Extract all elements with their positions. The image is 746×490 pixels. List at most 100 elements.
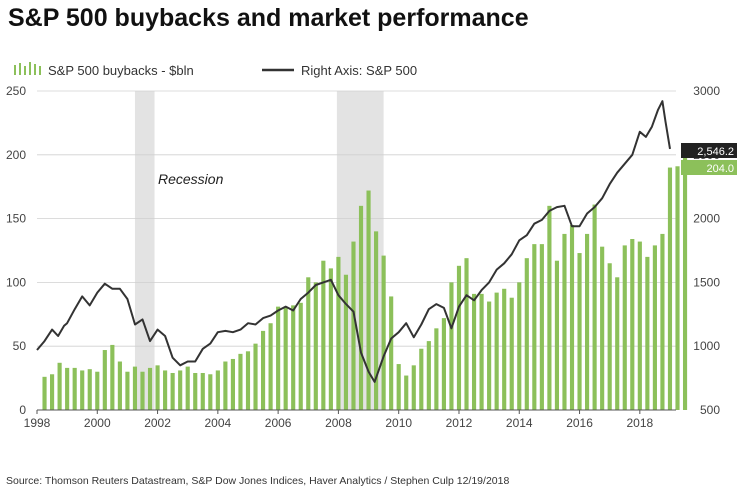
gridlines [37, 90, 676, 347]
x-axis-tick: 2004 [204, 416, 231, 430]
right-axis-tick: 1500 [693, 275, 720, 289]
buyback-bar [163, 370, 168, 410]
bar-last-value: 204.0 [706, 163, 734, 175]
buyback-bar [140, 371, 145, 410]
buyback-bar [87, 369, 92, 410]
buyback-bar [585, 233, 590, 410]
buyback-bar [80, 370, 85, 410]
x-axis-tick: 2006 [265, 416, 292, 430]
buyback-bar [464, 258, 469, 410]
buyback-bar [260, 330, 266, 410]
buyback-bar [336, 256, 341, 410]
x-axis-tick: 2002 [144, 416, 171, 430]
buyback-bar [509, 297, 514, 410]
left-axis-tick: 150 [6, 212, 26, 226]
buyback-bar [238, 353, 243, 410]
buyback-bar [675, 166, 680, 410]
buyback-bar [125, 371, 130, 410]
right-axis-tick: 500 [700, 403, 720, 417]
x-axis-tick: 2000 [84, 416, 111, 430]
buyback-bar [449, 282, 454, 410]
buyback-bar [358, 205, 364, 410]
right-axis-tick: 3000 [693, 84, 720, 98]
buyback-bar [117, 361, 122, 410]
buyback-bar [434, 328, 439, 410]
bar-last-badge: 204.0 [681, 160, 737, 175]
buyback-bar [283, 306, 288, 410]
buyback-bar [208, 374, 213, 410]
buyback-bar [487, 301, 492, 410]
buyback-bar [517, 282, 522, 410]
buyback-bar [245, 351, 251, 410]
buyback-bar [200, 372, 205, 410]
buyback-bar [411, 365, 416, 410]
buyback-bar [660, 233, 665, 410]
x-axis-tick: 2012 [446, 416, 473, 430]
buyback-bar [607, 263, 612, 410]
buyback-bar [389, 296, 394, 410]
x-axis-tick: 2008 [325, 416, 352, 430]
buyback-bar [600, 246, 605, 410]
buyback-bar [682, 149, 688, 411]
buyback-bar [592, 204, 597, 410]
buyback-bar [667, 167, 673, 410]
buyback-bar [49, 374, 55, 410]
buyback-bar [102, 350, 107, 410]
buyback-bar [215, 370, 220, 410]
buyback-bar [441, 318, 446, 410]
buyback-bar [615, 277, 620, 410]
buyback-bar [494, 292, 499, 410]
buyback-bar [155, 365, 160, 410]
buyback-bar [471, 293, 477, 410]
buyback-bar [381, 255, 386, 410]
line-last-value: 2,546.2 [697, 146, 734, 158]
buyback-bar [547, 205, 552, 410]
line-last-badge: 2,546.2 [681, 143, 737, 158]
buyback-bar [562, 233, 567, 410]
buyback-bar [524, 258, 529, 410]
buyback-bar [569, 224, 575, 410]
buyback-bar [577, 253, 582, 410]
x-axis-tick: 2010 [385, 416, 412, 430]
buyback-bar [110, 344, 115, 410]
buyback-bar [57, 362, 62, 410]
buyback-bar [268, 323, 273, 410]
buyback-bar [230, 358, 235, 410]
buyback-bar [193, 372, 198, 410]
buyback-bar [95, 371, 100, 410]
chart-title: S&P 500 buybacks and market performance [8, 4, 529, 32]
buyback-bar [276, 306, 281, 410]
buyback-bar [351, 241, 356, 410]
buyback-bar [328, 268, 333, 410]
x-axis-tick: 2016 [566, 416, 593, 430]
buyback-bar [306, 277, 311, 410]
left-axis-tick: 200 [6, 148, 26, 162]
recession-band-1 [134, 91, 155, 410]
buyback-bar [645, 256, 650, 410]
sp500-line [36, 100, 671, 383]
buyback-bars [42, 149, 688, 411]
left-axis-tick: 100 [6, 275, 26, 289]
buyback-bar [539, 244, 544, 410]
bar-last-badge-bg [681, 160, 737, 175]
buyback-bar [419, 348, 424, 410]
buyback-bar [554, 260, 560, 410]
right-axis-tick: 2000 [693, 212, 720, 226]
buyback-bar [343, 274, 349, 410]
legend: S&P 500 buybacks - $bln Right Axis: S&P … [14, 62, 417, 78]
x-axis-tick: 2014 [506, 416, 533, 430]
line-last-badge-bg [681, 143, 737, 158]
left-axis-tick: 0 [19, 403, 26, 417]
x-axis-tick: 1998 [24, 416, 51, 430]
buyback-bar [253, 343, 258, 410]
buyback-bar [72, 367, 77, 410]
buyback-bar [426, 341, 431, 410]
buyback-bar [321, 260, 326, 410]
buyback-bar [170, 372, 175, 410]
buyback-bar [366, 190, 371, 410]
buyback-bar [178, 370, 183, 410]
buyback-bar [185, 366, 190, 410]
tick-labels: 0501001502002505001000150020002500300019… [6, 84, 720, 430]
buyback-bar [65, 367, 70, 410]
